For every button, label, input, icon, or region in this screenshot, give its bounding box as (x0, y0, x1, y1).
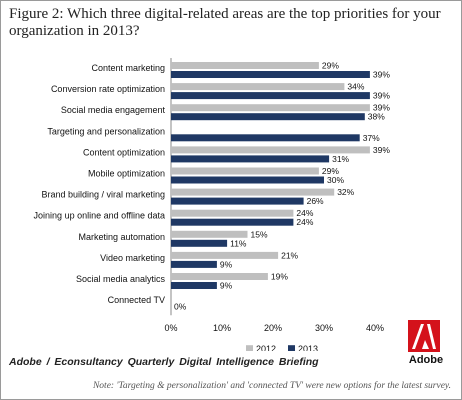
bar-2013 (171, 134, 360, 142)
category-label: Connected TV (108, 295, 165, 305)
bar-2012 (171, 104, 370, 112)
data-label-2013: 24% (296, 217, 313, 227)
bar-2013 (171, 197, 304, 205)
data-label-2012: 19% (271, 272, 288, 282)
data-label-2012: 34% (347, 82, 364, 92)
bar-2012 (171, 188, 335, 196)
figure-title: Figure 2: Which three digital-related ar… (9, 6, 441, 39)
bar-2013 (171, 260, 217, 268)
bar-2013 (171, 282, 217, 289)
category-label: Social media analytics (76, 274, 166, 284)
x-tick-label: 0% (164, 323, 177, 333)
data-label-2013: 30% (327, 175, 344, 185)
bar-2013 (171, 113, 365, 121)
data-label-2013: 39% (373, 91, 390, 101)
adobe-logo: Adobe (404, 320, 444, 370)
data-label-2013: 31% (332, 154, 349, 164)
bar-2012 (171, 167, 319, 175)
bar-2013 (171, 176, 324, 184)
adobe-logo-text: Adobe (408, 354, 444, 366)
legend-swatch-2013 (288, 345, 295, 351)
data-label-2012: 29% (322, 61, 339, 71)
data-label-2012: 15% (251, 229, 268, 239)
data-label-2013: 26% (307, 196, 324, 206)
bar-2012 (171, 62, 319, 69)
data-label-2012: 29% (322, 166, 339, 176)
data-label-2013: 11% (230, 238, 247, 248)
data-label-2012: 39% (373, 145, 390, 155)
data-label-2012: 21% (281, 250, 298, 260)
category-label: Content optimization (83, 147, 165, 157)
adobe-logo-mark (408, 320, 440, 352)
data-label-2012: 32% (337, 187, 354, 197)
category-label: Mobile optimization (88, 169, 165, 179)
survey-note: Note: 'Targeting & personalization' and … (92, 381, 451, 391)
x-tick-label: 30% (315, 323, 333, 333)
category-label: Conversion rate optimization (51, 84, 165, 94)
category-label: Social media engagement (61, 105, 166, 115)
category-label: Marketing automation (78, 232, 165, 242)
data-label-2012: 39% (373, 103, 390, 113)
bar-2012 (171, 273, 268, 280)
category-label: Content marketing (91, 63, 165, 73)
category-label: Video marketing (100, 253, 165, 263)
category-label: Joining up online and offline data (34, 211, 165, 221)
x-tick-label: 10% (213, 323, 231, 333)
bar-2013 (171, 155, 330, 163)
bar-2013 (171, 239, 228, 247)
bar-2012 (171, 230, 248, 238)
bar-2013 (171, 92, 370, 100)
bar-2012 (171, 209, 294, 217)
bar-2013 (171, 71, 370, 78)
data-label-2013: 9% (220, 259, 233, 269)
data-label-2013: 37% (363, 133, 380, 143)
data-label-2012: 24% (296, 208, 313, 218)
legend-label-2012: 2012 (256, 344, 276, 351)
bar-2012 (171, 251, 279, 259)
source-credit: Adobe / Econsultancy Quarterly Digital I… (9, 356, 319, 368)
data-label-2013: 0% (174, 302, 187, 312)
bar-2012 (171, 146, 370, 154)
bar-chart: Content marketing 29% 39% Conversion rate o… (34, 58, 435, 351)
data-label-2013: 38% (368, 112, 385, 122)
bar-2012 (171, 83, 345, 91)
data-label-2013: 9% (220, 281, 233, 291)
data-label-2013: 39% (373, 70, 390, 80)
category-label: Brand building / viral marketing (41, 190, 165, 200)
x-tick-label: 20% (264, 323, 282, 333)
category-label: Targeting and personalization (47, 126, 165, 136)
bar-2013 (171, 218, 294, 226)
legend-swatch-2012 (246, 345, 253, 351)
legend-label-2013: 2013 (298, 344, 318, 351)
x-tick-label: 40% (366, 323, 384, 333)
